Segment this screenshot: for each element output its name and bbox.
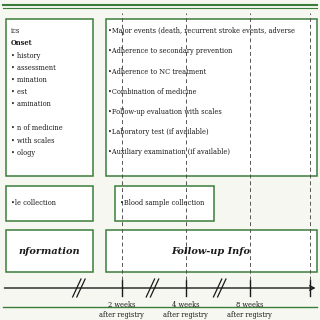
Text: • ology: • ology [11, 149, 35, 157]
FancyBboxPatch shape [6, 230, 93, 272]
Text: 4 weeks
after registry: 4 weeks after registry [163, 301, 208, 319]
FancyBboxPatch shape [115, 186, 214, 221]
Text: •le collection: •le collection [11, 199, 56, 207]
Text: •Adherence to secondary prevention: •Adherence to secondary prevention [108, 47, 233, 55]
Text: •Auxiliary examination (if available): •Auxiliary examination (if available) [108, 148, 230, 156]
Text: • with scales: • with scales [11, 137, 55, 145]
Text: •Laboratory test (if available): •Laboratory test (if available) [108, 128, 209, 136]
Text: Follow-up Info: Follow-up Info [172, 247, 251, 256]
Text: • assessment: • assessment [11, 64, 56, 72]
FancyBboxPatch shape [6, 19, 93, 176]
Text: • est: • est [11, 88, 27, 96]
FancyBboxPatch shape [106, 230, 317, 272]
Text: 2 weeks
after registry: 2 weeks after registry [99, 301, 144, 319]
Text: •Blood sample collection: •Blood sample collection [120, 199, 204, 207]
Text: •Combination of medicine: •Combination of medicine [108, 88, 197, 96]
Text: ics: ics [11, 27, 20, 35]
Text: •Adherence to NC treatment: •Adherence to NC treatment [108, 68, 206, 76]
Text: •Major events (death, recurrent stroke events, adverse: •Major events (death, recurrent stroke e… [108, 27, 295, 35]
Text: • history: • history [11, 52, 41, 60]
FancyBboxPatch shape [106, 19, 317, 176]
Text: • n of medicine: • n of medicine [11, 124, 63, 132]
Text: •Follow-up evaluation with scales: •Follow-up evaluation with scales [108, 108, 222, 116]
FancyBboxPatch shape [6, 186, 93, 221]
Text: 8 weeks
after registry: 8 weeks after registry [227, 301, 272, 319]
Text: • mination: • mination [11, 76, 47, 84]
Text: Onset: Onset [11, 39, 33, 47]
Text: nformation: nformation [19, 247, 80, 256]
Text: • amination: • amination [11, 100, 51, 108]
